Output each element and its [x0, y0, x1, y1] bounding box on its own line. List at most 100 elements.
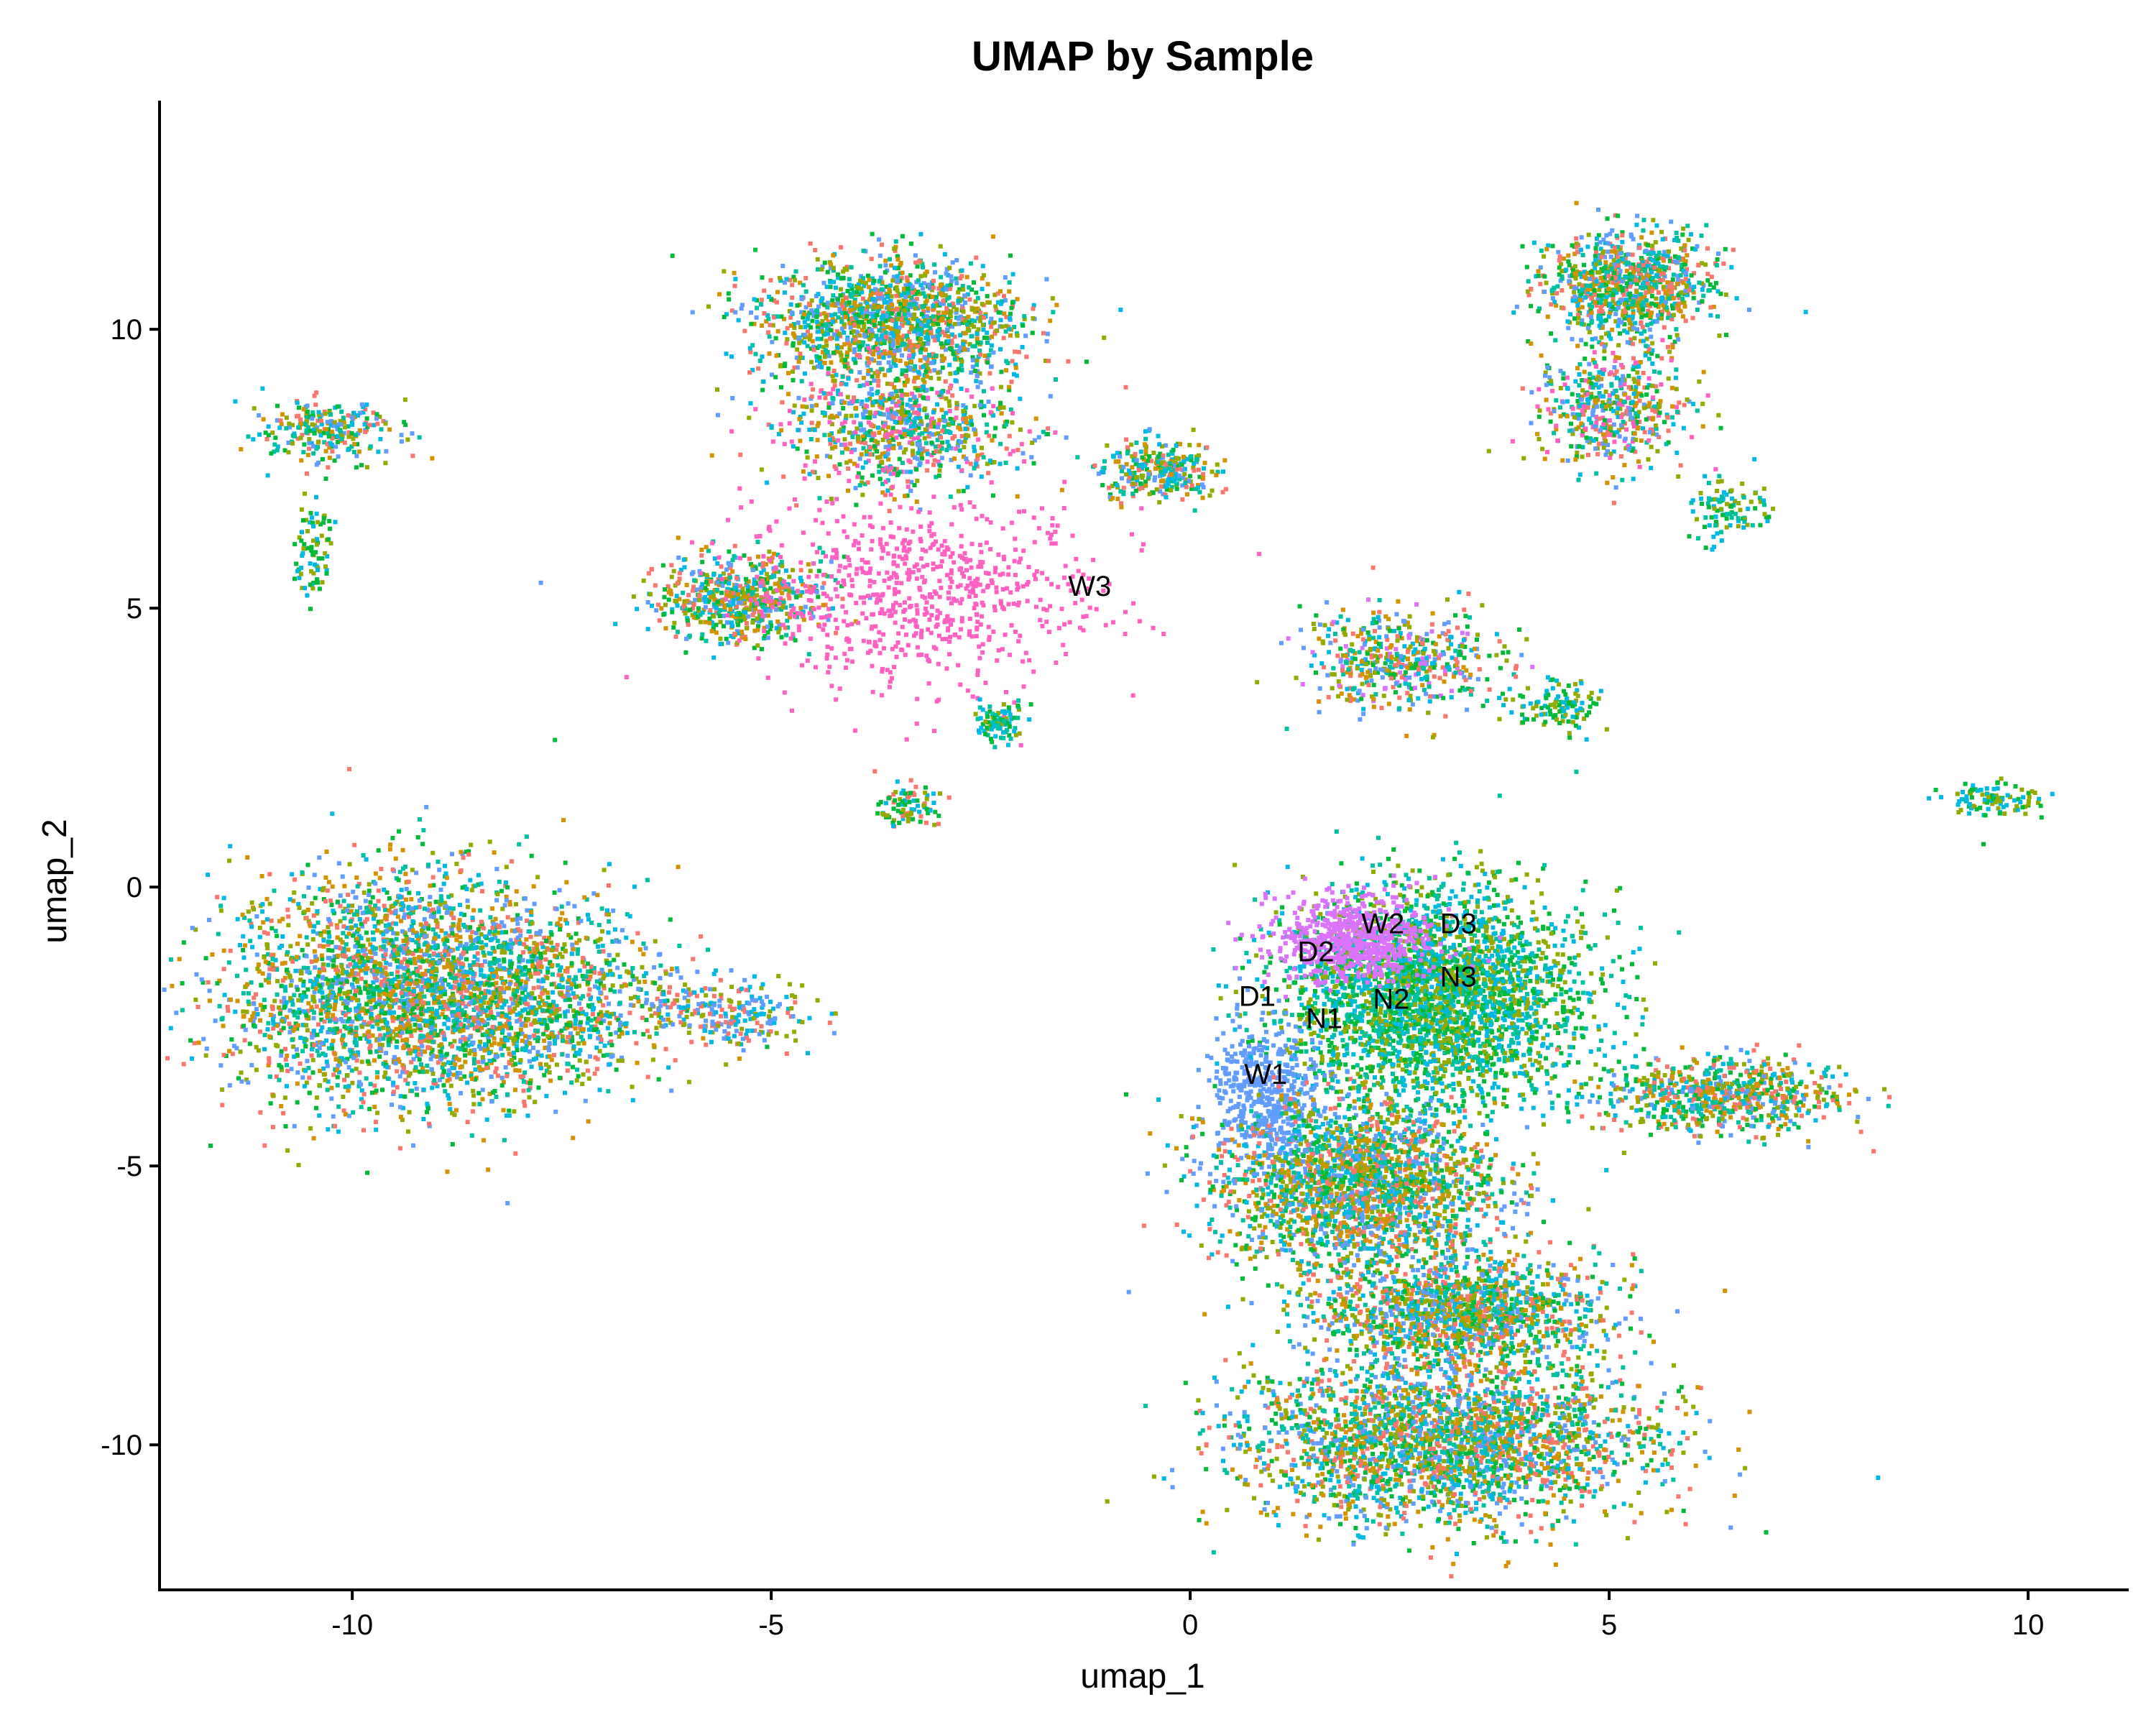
- cell-point: [976, 316, 981, 321]
- cell-point: [765, 994, 770, 999]
- cell-point: [867, 348, 872, 353]
- cell-point: [413, 1049, 418, 1054]
- cell-point: [528, 1049, 532, 1054]
- cell-point: [426, 862, 430, 868]
- cell-point: [892, 351, 897, 356]
- cell-point: [807, 337, 812, 342]
- cell-point: [1023, 334, 1028, 339]
- cell-point: [515, 935, 520, 940]
- cell-point: [525, 977, 530, 982]
- cell-point: [338, 996, 344, 1001]
- cell-point: [499, 1013, 505, 1018]
- cell-point: [533, 1100, 538, 1105]
- cell-point: [328, 540, 333, 546]
- cell-point: [623, 1024, 628, 1029]
- cell-point: [368, 1049, 373, 1054]
- cell-point: [801, 315, 806, 320]
- cell-point: [462, 947, 467, 952]
- cell-point: [512, 1006, 517, 1011]
- cell-point: [327, 985, 332, 990]
- cell-point: [174, 1011, 179, 1016]
- cell-point: [349, 1049, 354, 1054]
- cell-point: [326, 1127, 331, 1132]
- cell-point: [711, 1012, 716, 1017]
- cell-point: [619, 1055, 624, 1060]
- cell-point: [497, 987, 502, 992]
- cell-point: [560, 911, 565, 916]
- cell-point: [250, 944, 255, 949]
- cell-point: [415, 1014, 420, 1019]
- cell-point: [372, 423, 377, 428]
- cell-point: [267, 980, 271, 985]
- cell-point: [507, 1011, 512, 1015]
- cell-point: [400, 960, 404, 965]
- cell-point: [909, 295, 914, 300]
- cell-point: [316, 1053, 321, 1058]
- cell-point: [428, 1035, 433, 1040]
- cell-point: [474, 1024, 479, 1029]
- cell-point: [448, 995, 453, 1000]
- cell-point: [346, 892, 351, 897]
- cell-point: [302, 1084, 307, 1089]
- cell-point: [550, 990, 556, 995]
- cell-point: [520, 972, 525, 977]
- cell-point: [479, 1018, 484, 1023]
- cell-point: [391, 1036, 396, 1041]
- cell-point: [351, 995, 356, 1000]
- cell-point: [554, 1018, 559, 1023]
- cell-point: [400, 1118, 405, 1123]
- cell-point: [500, 1028, 505, 1033]
- cell-point: [472, 962, 476, 967]
- cell-point: [530, 1011, 535, 1016]
- cell-point: [258, 1110, 263, 1115]
- cell-point: [287, 1021, 292, 1026]
- cell-point: [417, 955, 422, 960]
- cell-point: [717, 1003, 722, 1008]
- cell-point: [315, 418, 321, 423]
- cell-point: [599, 1037, 604, 1042]
- cell-point: [312, 990, 317, 995]
- cell-point: [271, 1026, 276, 1031]
- cell-point: [382, 1000, 387, 1006]
- cell-point: [596, 1029, 601, 1034]
- cell-point: [451, 993, 456, 998]
- cell-point: [402, 957, 407, 962]
- cell-point: [515, 968, 520, 973]
- cell-point: [319, 953, 324, 958]
- cell-point: [329, 903, 334, 908]
- cell-point: [572, 903, 577, 908]
- cell-point: [523, 1039, 528, 1044]
- cell-point: [534, 931, 539, 936]
- cell-point: [290, 1002, 295, 1007]
- cell-point: [308, 607, 313, 612]
- cell-point: [589, 964, 594, 969]
- cell-point: [417, 904, 422, 909]
- cell-point: [312, 431, 317, 436]
- cell-point: [405, 1029, 410, 1034]
- cell-point: [770, 323, 775, 328]
- cell-point: [545, 1026, 550, 1031]
- cell-point: [415, 933, 420, 938]
- cell-point: [507, 1007, 512, 1012]
- cell-point: [374, 416, 379, 421]
- cell-point: [916, 327, 921, 332]
- cell-point: [346, 972, 351, 977]
- cell-point: [401, 1013, 406, 1018]
- cell-point: [854, 329, 859, 334]
- cell-point: [341, 1044, 346, 1049]
- cell-point: [944, 321, 949, 326]
- cell-point: [431, 988, 436, 993]
- cell-point: [427, 1121, 431, 1126]
- cell-point: [303, 491, 307, 496]
- cell-point: [484, 1013, 489, 1018]
- cell-point: [577, 938, 582, 943]
- cell-point: [432, 1078, 437, 1083]
- cell-point: [766, 330, 770, 335]
- cell-point: [358, 990, 363, 995]
- cell-point: [727, 297, 732, 302]
- cell-point: [762, 288, 767, 293]
- cell-point: [816, 304, 821, 309]
- cell-point: [311, 580, 316, 585]
- cell-point: [351, 933, 356, 938]
- cell-point: [343, 998, 348, 1003]
